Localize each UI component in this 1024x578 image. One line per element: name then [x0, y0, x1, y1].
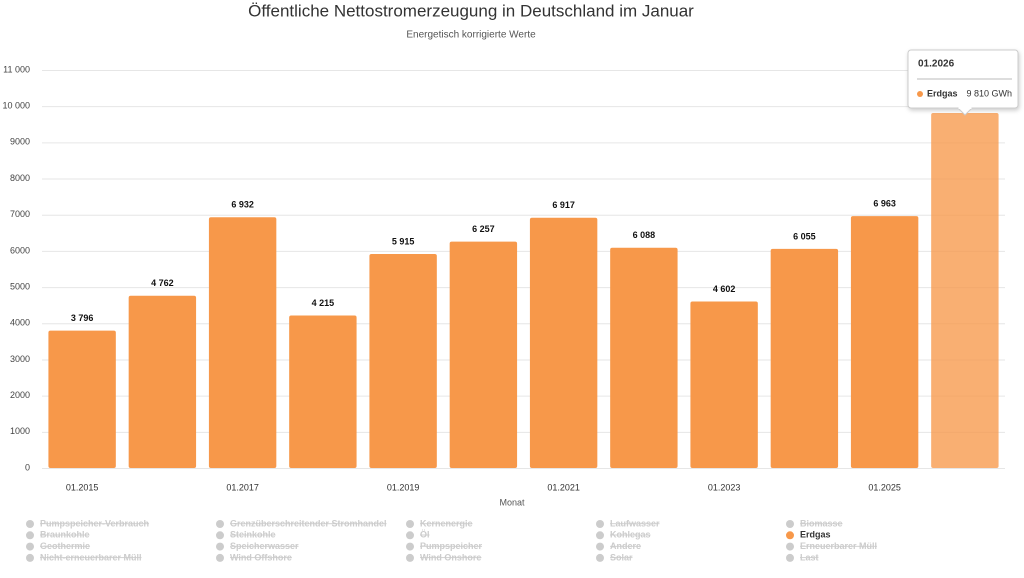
- x-axis-title: Monat: [499, 497, 525, 507]
- y-tick-label: 8000: [10, 173, 30, 183]
- y-tick-label: 6000: [10, 245, 30, 255]
- legend-marker: [786, 531, 794, 540]
- legend: Pumpspeicher-Verbrauch BraunkohleGeotherm…: [26, 518, 877, 562]
- legend-marker: [216, 520, 224, 528]
- legend-marker: [786, 542, 794, 551]
- legend-marker: [596, 542, 604, 551]
- value-label: 6 088: [633, 230, 656, 240]
- bar: [931, 113, 999, 468]
- y-tick-label: 10 000: [2, 101, 30, 111]
- bar: [48, 330, 116, 468]
- legend-label[interactable]: Speicherwasser: [230, 541, 299, 551]
- legend-marker: [406, 553, 414, 562]
- bar: [529, 217, 598, 468]
- bar: [369, 253, 437, 468]
- y-tick-label: 3000: [10, 354, 30, 364]
- legend-marker: [26, 553, 34, 562]
- legend-label[interactable]: Geothermie: [40, 541, 90, 551]
- bar: [128, 295, 197, 468]
- legend-marker: [406, 520, 414, 528]
- bar: [850, 216, 919, 468]
- y-tick-label: 5000: [10, 281, 30, 291]
- value-label: 4 215: [312, 298, 335, 308]
- legend-marker: [216, 553, 224, 562]
- legend-label[interactable]: Solar: [610, 552, 633, 562]
- legend-marker: [406, 531, 414, 540]
- legend-marker: [596, 531, 604, 540]
- value-label: 4 762: [151, 278, 174, 288]
- legend-label[interactable]: Kernenergie: [420, 518, 473, 528]
- grid: 0 1000 2000 3000 4000 5000 6000 7000 8000 9000 10 …: [2, 64, 1005, 472]
- tooltip-series: Erdgas: [927, 88, 958, 98]
- legend-label[interactable]: Braunkohle: [40, 530, 90, 540]
- bar: [208, 217, 277, 468]
- x-tick-label: 01.2023: [708, 482, 741, 492]
- value-label: 6 257: [472, 224, 495, 234]
- value-label: 6 963: [873, 198, 896, 208]
- bar: [610, 247, 678, 468]
- legend-marker: [216, 542, 224, 551]
- y-tick-label: 2000: [10, 390, 30, 400]
- tooltip: 01.2026 Erdgas 9 810 GWh: [907, 49, 1019, 116]
- legend-label[interactable]: Pumpspeicher-Verbrauch: [40, 518, 149, 528]
- legend-label[interactable]: Steinkohle: [230, 530, 276, 540]
- x-tick-label: 01.2019: [387, 482, 420, 492]
- chart-title: Öffentliche Nettostromerzeugung in Deuts…: [248, 1, 694, 20]
- legend-label[interactable]: Nicht-erneuerbarer Müll: [40, 552, 142, 562]
- legend-label[interactable]: Andere: [610, 541, 641, 551]
- legend-marker: [786, 520, 794, 528]
- legend-marker: [786, 553, 794, 562]
- legend-marker: [216, 531, 224, 540]
- legend-label[interactable]: Erneuerbarer Müll: [800, 541, 877, 551]
- legend-marker: [26, 520, 34, 528]
- legend-marker: [26, 542, 34, 551]
- legend-label[interactable]: Biomasse: [800, 518, 843, 528]
- legend-marker: [596, 553, 604, 562]
- legend-label[interactable]: Laufwasser: [610, 518, 660, 528]
- legend-label[interactable]: Wind Offshore: [230, 552, 292, 562]
- legend-label[interactable]: Last: [800, 552, 819, 562]
- tooltip-title: 01.2026: [918, 59, 955, 70]
- value-label: 4 602: [713, 284, 736, 294]
- bar: [690, 301, 758, 468]
- bar: [770, 248, 839, 468]
- tooltip-value: 9 810 GWh: [966, 88, 1012, 98]
- value-label: 5 915: [392, 236, 415, 246]
- x-tick-label: 01.2017: [226, 482, 259, 492]
- bars: 01.2015 01.2017 01.2019 01.2021 01.2023 01.20…: [48, 113, 999, 492]
- legend-marker: [26, 531, 34, 540]
- y-tick-label: 11 000: [3, 64, 30, 74]
- bar: [449, 241, 518, 468]
- legend-marker: [406, 542, 414, 551]
- value-label: 6 932: [231, 200, 254, 210]
- chart-subtitle: Energetisch korrigierte Werte: [406, 30, 536, 41]
- legend-label[interactable]: Kohlegas: [610, 530, 651, 540]
- bar: [289, 315, 357, 468]
- x-tick-label: 01.2021: [547, 482, 580, 492]
- legend-label[interactable]: Erdgas: [800, 530, 831, 540]
- legend-label[interactable]: Wind Onshore: [420, 552, 481, 562]
- x-tick-label: 01.2015: [66, 482, 99, 492]
- y-tick-label: 4000: [10, 318, 30, 328]
- tooltip-marker: [917, 91, 923, 97]
- value-label: 3 796: [71, 313, 94, 323]
- y-tick-label: 1000: [10, 426, 30, 436]
- y-tick-label: 0: [25, 462, 30, 472]
- legend-marker: [596, 520, 604, 528]
- value-label: 6 055: [793, 231, 816, 241]
- legend-label[interactable]: Pumpspeicher: [420, 541, 483, 551]
- legend-label[interactable]: Öl: [420, 530, 430, 540]
- y-tick-label: 7000: [10, 209, 30, 219]
- legend-label[interactable]: Grenzüberschreitender Stromhandel: [230, 518, 387, 528]
- value-label: 6 917: [552, 200, 575, 210]
- x-tick-label: 01.2025: [868, 482, 901, 492]
- y-tick-label: 9000: [10, 137, 30, 147]
